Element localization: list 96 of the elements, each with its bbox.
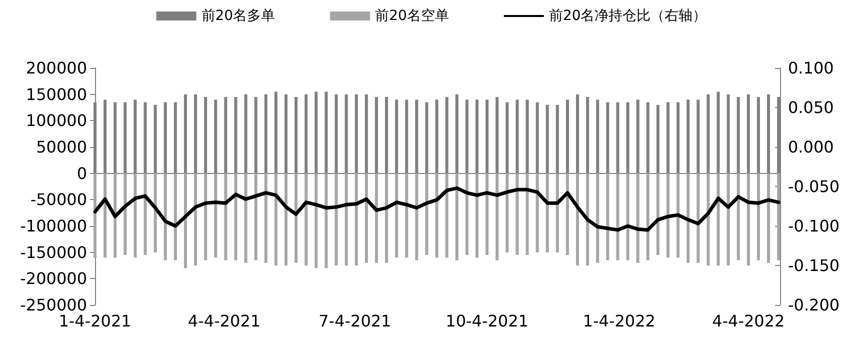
bar bbox=[716, 173, 720, 266]
bar bbox=[324, 173, 328, 268]
y2-tick-label: -0.150 bbox=[788, 256, 840, 275]
bar bbox=[666, 173, 670, 258]
bar bbox=[516, 173, 519, 255]
bar bbox=[354, 173, 358, 266]
y2-tick-label: -0.050 bbox=[788, 177, 840, 196]
y-tick-label: -100000 bbox=[20, 216, 87, 236]
bar bbox=[274, 173, 278, 266]
bar bbox=[606, 173, 610, 260]
bar bbox=[364, 173, 368, 263]
bar bbox=[636, 173, 640, 263]
x-tick-label: 7-4-2021 bbox=[318, 312, 392, 330]
bar bbox=[344, 173, 348, 266]
bar bbox=[746, 173, 750, 266]
bar bbox=[204, 173, 208, 260]
y2-tick-label: 0.000 bbox=[788, 138, 834, 156]
bar bbox=[194, 173, 198, 266]
x-tick-label: 1-4-2021 bbox=[58, 312, 132, 330]
bar bbox=[496, 173, 499, 260]
bar bbox=[656, 173, 660, 255]
bar bbox=[395, 173, 398, 258]
bar bbox=[304, 173, 308, 266]
bar bbox=[284, 173, 288, 266]
bar bbox=[465, 173, 468, 255]
bar bbox=[596, 173, 600, 263]
bar bbox=[124, 173, 127, 255]
bar bbox=[566, 173, 569, 255]
bar bbox=[626, 173, 630, 260]
bar bbox=[415, 173, 418, 260]
bar bbox=[134, 173, 137, 258]
bar bbox=[506, 173, 509, 252]
y-tick-label: 0 bbox=[76, 164, 87, 183]
bar bbox=[314, 173, 318, 268]
bar bbox=[686, 173, 690, 263]
bar bbox=[405, 173, 408, 258]
x-tick-label: 4-4-2022 bbox=[712, 312, 785, 330]
bar bbox=[374, 173, 378, 263]
bar bbox=[676, 173, 680, 258]
bar bbox=[425, 173, 428, 255]
bar bbox=[576, 173, 580, 266]
bar bbox=[445, 173, 448, 258]
y-tick-label: -50000 bbox=[30, 190, 87, 210]
y2-tick-label: 0.050 bbox=[788, 98, 834, 117]
y-tick-label: -150000 bbox=[20, 242, 87, 262]
bar bbox=[224, 173, 228, 260]
bar bbox=[726, 173, 730, 266]
x-tick-label: 4-4-2021 bbox=[188, 312, 261, 330]
bar bbox=[756, 173, 760, 260]
bar bbox=[706, 173, 710, 266]
bar bbox=[556, 173, 559, 252]
x-tick-label: 10-4-2021 bbox=[446, 312, 528, 330]
bar bbox=[164, 173, 167, 260]
line-series bbox=[93, 186, 780, 232]
bar bbox=[536, 173, 539, 252]
bar bbox=[254, 173, 258, 260]
y-tick-label: -200000 bbox=[20, 269, 87, 288]
y-tick-label: 200000 bbox=[26, 58, 87, 78]
bar bbox=[546, 173, 549, 252]
y-tick-label: -250000 bbox=[20, 296, 87, 314]
y-tick-label: 150000 bbox=[26, 84, 87, 104]
bar bbox=[435, 173, 438, 258]
bar bbox=[767, 173, 770, 263]
y2-tick-label: -0.200 bbox=[788, 296, 840, 314]
legend-label: 前20名空单 bbox=[375, 8, 449, 24]
legend-label: 前20名多单 bbox=[201, 8, 276, 24]
y-tick-label: 100000 bbox=[26, 111, 87, 130]
bar bbox=[526, 173, 529, 255]
bar bbox=[234, 173, 238, 260]
bar bbox=[184, 173, 187, 268]
bar bbox=[616, 173, 620, 260]
bar bbox=[385, 173, 388, 263]
y-tick-label: 50000 bbox=[36, 138, 87, 156]
bar bbox=[475, 173, 478, 258]
bar bbox=[104, 173, 107, 258]
bar bbox=[94, 173, 96, 258]
bar bbox=[154, 173, 157, 252]
legend-label: 前20名净持仓比（右轴） bbox=[548, 8, 707, 24]
bar bbox=[114, 173, 117, 258]
x-tick-label: 1-4-2022 bbox=[582, 312, 656, 330]
y2-tick-label: -0.100 bbox=[788, 216, 840, 236]
y2-tick-label: 0.100 bbox=[788, 58, 834, 78]
bar bbox=[696, 173, 700, 263]
bar bbox=[334, 173, 338, 266]
bar bbox=[244, 173, 248, 263]
bar bbox=[646, 173, 650, 260]
bar bbox=[455, 173, 458, 260]
bar bbox=[736, 173, 740, 260]
bar bbox=[214, 173, 218, 258]
bar bbox=[264, 173, 268, 263]
bar bbox=[586, 173, 590, 266]
bar bbox=[144, 173, 147, 255]
bar bbox=[777, 173, 780, 260]
bar bbox=[174, 173, 177, 260]
bar bbox=[486, 173, 489, 255]
bar bbox=[294, 173, 298, 263]
